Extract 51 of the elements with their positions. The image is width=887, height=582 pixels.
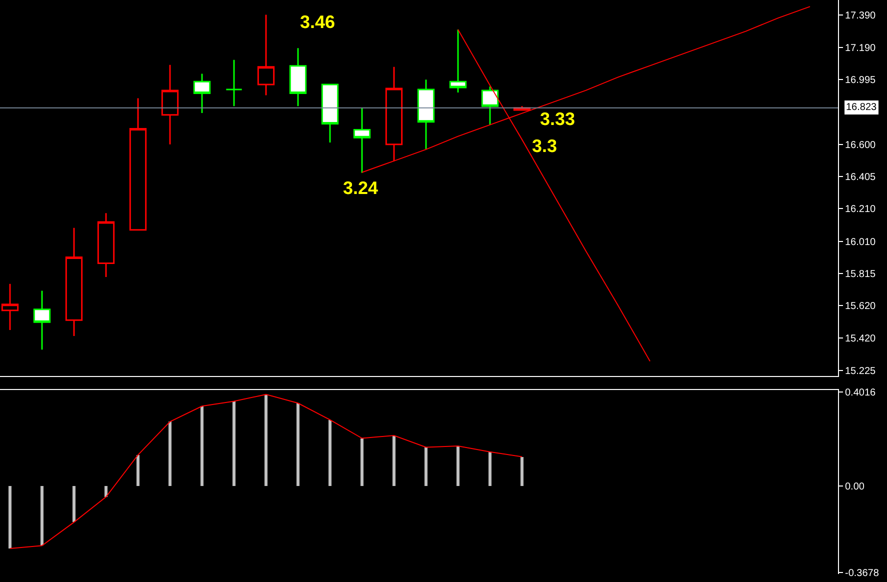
annotation: 3.33 xyxy=(540,109,576,129)
y-tick-label: 15.420 xyxy=(845,334,876,345)
candlestick xyxy=(161,64,179,146)
candlestick xyxy=(289,47,307,107)
bar xyxy=(200,406,204,486)
y-tick-label: 16.010 xyxy=(845,236,876,248)
bar xyxy=(328,420,332,486)
bar xyxy=(232,401,236,486)
ref-line-label: 16.823 xyxy=(846,102,878,113)
annotation: 3.24 xyxy=(343,178,378,198)
y-tick-label: 16.995 xyxy=(845,75,876,86)
bar xyxy=(264,394,268,486)
bar xyxy=(40,486,44,546)
annotation: 3.3 xyxy=(532,136,558,156)
bar xyxy=(520,456,524,486)
candlestick xyxy=(257,14,275,96)
bar xyxy=(488,452,492,486)
bar xyxy=(8,486,12,548)
y-tick-label: 15.225 xyxy=(845,366,876,377)
candlestick xyxy=(193,72,211,114)
y-tick-label: 0.4016 xyxy=(845,387,876,398)
line-series xyxy=(10,394,522,549)
candlestick xyxy=(97,212,115,278)
bar xyxy=(392,435,396,486)
bar xyxy=(424,447,428,486)
candlestick xyxy=(449,28,467,94)
bar xyxy=(168,422,172,486)
y-tick-label: 16.405 xyxy=(845,172,876,184)
y-tick-label: 0.00 xyxy=(845,482,865,493)
candlestick xyxy=(129,97,147,231)
annotation: 3.46 xyxy=(300,12,336,32)
bar xyxy=(456,446,460,486)
candlestick xyxy=(385,66,403,162)
bar xyxy=(72,486,76,522)
candlestick xyxy=(353,107,371,174)
bar xyxy=(296,403,300,486)
y-tick-label: 15.620 xyxy=(845,300,876,312)
y-tick-label: -0.3678 xyxy=(845,568,880,579)
y-tick-label: 17.390 xyxy=(845,10,876,22)
bar xyxy=(360,438,364,486)
y-tick-label: 17.190 xyxy=(845,43,876,54)
candlestick xyxy=(65,227,83,337)
y-tick-label: 15.815 xyxy=(845,268,876,280)
candlestick xyxy=(225,59,243,107)
bar xyxy=(136,454,140,486)
candlestick xyxy=(33,290,51,350)
y-tick-label: 16.210 xyxy=(845,204,876,216)
candlestick xyxy=(481,86,499,126)
y-tick-label: 16.600 xyxy=(845,140,876,151)
candlestick xyxy=(321,84,339,144)
candlestick xyxy=(417,78,435,150)
